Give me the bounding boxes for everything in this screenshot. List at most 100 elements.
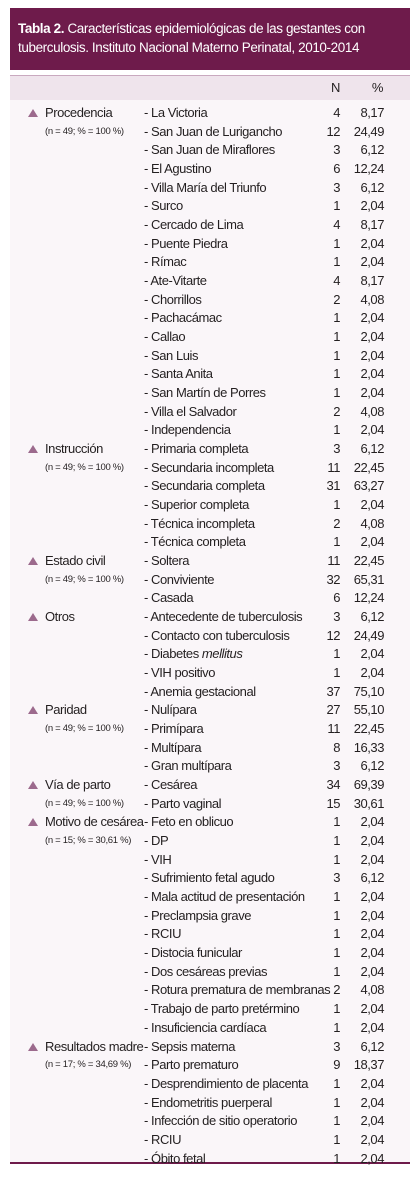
label-text: - Parto prematuro: [144, 1057, 239, 1073]
label-text: - Técnica incompleta: [144, 515, 255, 531]
bullet: [28, 818, 38, 827]
pct-value: 6,12: [360, 1038, 384, 1054]
row-label: - Dos cesáreas previas: [144, 963, 267, 981]
pct-value: 2,04: [360, 646, 384, 662]
n-value: 1: [333, 235, 340, 251]
pct-value: 4,08: [360, 291, 384, 307]
row-label: - Gran multípara: [144, 757, 232, 775]
pct-value: 63,27: [353, 478, 385, 494]
row-label: - RCIU: [144, 925, 181, 943]
bullet: [28, 1042, 38, 1051]
label-text: - Multípara: [144, 739, 202, 755]
row-label: - San Juan de Miraflores: [144, 141, 275, 159]
row-label: - Casada: [144, 589, 194, 607]
group-name: Instrucción: [45, 441, 103, 457]
row-label: - Técnica incompleta: [144, 515, 255, 533]
row-label: - San Martín de Porres: [144, 384, 266, 402]
pct-value: 2,04: [360, 1075, 384, 1091]
n-value: 1: [333, 814, 340, 830]
label-text: - Casada: [144, 590, 194, 606]
n-value: 4: [333, 105, 340, 120]
group-name: Motivo de cesárea: [45, 814, 144, 830]
pct-value: 2,04: [360, 833, 384, 849]
row-label: - Feto en oblicuo: [144, 813, 234, 831]
bullet: [28, 557, 38, 566]
pct-value: 16,33: [353, 739, 385, 755]
n-value: 1: [333, 254, 340, 270]
row-label: - Técnica completa: [144, 533, 246, 551]
col-n: N: [331, 80, 340, 95]
n-value: 12: [326, 123, 340, 139]
label-text: - Cercado de Lima: [144, 217, 244, 233]
pct-value: 2,04: [360, 907, 384, 923]
label-text: - Rímac: [144, 254, 187, 270]
pct-value: 69,39: [353, 777, 385, 793]
n-value: 1: [333, 534, 340, 550]
group-note: (n = 49; % = 100 %): [45, 125, 124, 137]
n-value: 6: [333, 590, 340, 606]
label-text: - Feto en oblicuo: [144, 814, 234, 830]
label-text: - Puente Piedra: [144, 235, 228, 251]
label-text: - Villa María del Triunfo: [144, 179, 267, 195]
group-note: (n = 49; % = 100 %): [45, 573, 124, 585]
n-value: 3: [333, 870, 340, 886]
label-text: - La Victoria: [144, 105, 208, 120]
label-text: - Distocia funicular: [144, 945, 242, 961]
group-note: (n = 49; % = 100 %): [45, 461, 124, 473]
label-text: - Pachacámac: [144, 310, 222, 326]
pct-value: 12,24: [353, 161, 385, 176]
pct-value: 8,17: [360, 217, 384, 233]
pct-value: 2,04: [360, 347, 384, 363]
pct-value: 2,04: [360, 1019, 384, 1035]
row-label: - Contacto con tuberculosis: [144, 627, 290, 645]
n-value: 4: [333, 273, 340, 289]
pct-value: 6,12: [360, 441, 384, 457]
row-label: - Villa María del Triunfo: [144, 179, 267, 197]
pct-value: 2,04: [360, 814, 384, 830]
n-value: 1: [333, 1150, 340, 1166]
pct-value: 2,04: [360, 1001, 384, 1017]
n-value: 1: [333, 945, 340, 961]
n-value: 1: [333, 889, 340, 905]
pct-value: 2,04: [360, 851, 384, 867]
label-text: - Antecedente de tuberculosis: [144, 609, 303, 625]
label-text: - Dos cesáreas previas: [144, 963, 268, 979]
label-text: - Gran multípara: [144, 758, 232, 774]
n-value: 1: [333, 329, 340, 345]
row-label: - Soltera: [144, 552, 190, 570]
table-body: Procedencia (n = 49; % = 100 %) - La Victo…: [10, 100, 410, 1166]
row-label: - Infección de sitio operatorio: [144, 1112, 297, 1130]
label-text: - VIH positivo: [144, 665, 216, 681]
pct-value: 6,12: [360, 758, 384, 774]
row-label: - VIH positivo: [144, 664, 215, 682]
n-value: 1: [333, 1131, 340, 1147]
pct-value: 4,08: [360, 982, 384, 998]
label-text: - San Juan de Miraflores: [144, 142, 275, 158]
row-label: - Surco: [144, 197, 183, 215]
row-label: - Óbito fetal: [144, 1150, 206, 1168]
bullet: [28, 781, 38, 790]
label-text: - Nulípara: [144, 702, 197, 718]
label-text: - Óbito fetal: [144, 1150, 206, 1166]
label-text: - Trabajo de parto pretérmino: [144, 1001, 300, 1017]
pct-value: 2,04: [360, 534, 384, 550]
n-value: 1: [333, 646, 340, 662]
group-name: Otros: [45, 609, 75, 625]
title-label: Tabla 2.: [18, 21, 65, 36]
label-text: - San Juan de Lurigancho: [144, 123, 283, 139]
pct-value: 4,08: [360, 515, 384, 531]
pct-value: 6,12: [360, 609, 384, 625]
n-value: 1: [333, 665, 340, 681]
n-value: 11: [327, 721, 340, 737]
pct-value: 2,04: [360, 1150, 384, 1166]
n-value: 1: [333, 1094, 340, 1110]
pct-value: 2,04: [360, 422, 384, 438]
pct-value: 2,04: [360, 1131, 384, 1147]
n-value: 1: [333, 347, 340, 363]
row-label: - RCIU: [144, 1131, 181, 1149]
row-label: - DP: [144, 832, 169, 850]
n-value: 34: [326, 777, 340, 793]
pct-value: 2,04: [360, 926, 384, 942]
n-value: 12: [326, 627, 340, 643]
pct-value: 8,17: [360, 273, 384, 289]
